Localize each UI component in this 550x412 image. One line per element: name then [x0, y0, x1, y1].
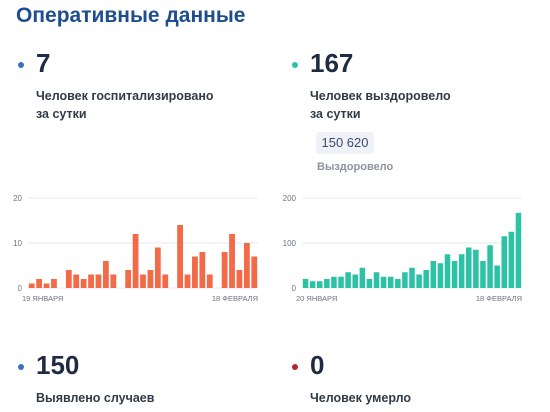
cases-label: Выявлено случаев — [36, 391, 155, 405]
bar — [221, 252, 228, 288]
bar — [345, 272, 351, 288]
bar — [324, 279, 330, 288]
bar — [444, 254, 451, 288]
deaths-label: Человек умерло — [310, 391, 412, 405]
hospitalized-label: Человек госпитализировано — [36, 89, 214, 103]
bar — [251, 256, 258, 288]
bar — [125, 270, 132, 288]
bar — [515, 212, 522, 288]
recovered-chart: 0 100 200 20 ЯНВАРЯ 18 ФЕВРАЛЯ — [283, 194, 522, 303]
bar — [80, 279, 87, 288]
x-end-label: 18 ФЕВРАЛЯ — [212, 294, 258, 303]
bar — [192, 256, 198, 288]
hospitalized-period: за сутки — [36, 107, 87, 121]
bar — [36, 279, 43, 288]
bar — [147, 270, 154, 288]
bar — [416, 274, 422, 288]
bar — [243, 243, 250, 288]
y-tick-label: 10 — [13, 239, 22, 248]
bar — [458, 254, 465, 288]
bar — [402, 272, 408, 288]
bar — [494, 265, 500, 288]
bar — [480, 261, 486, 288]
bar — [508, 231, 515, 288]
cases-dot — [18, 364, 24, 370]
bar — [88, 274, 94, 288]
cases-value: 150 — [36, 350, 80, 380]
x-end-label: 18 ФЕВРАЛЯ — [476, 294, 522, 303]
page-title: Оперативные данные — [16, 4, 246, 27]
deaths-dot — [292, 364, 298, 370]
hospitalized-value: 7 — [36, 48, 51, 78]
y-tick-label: 0 — [292, 284, 297, 293]
hospitalized-chart: 0 10 20 19 ЯНВАРЯ 18 ФЕВРАЛЯ — [13, 194, 258, 303]
bar — [309, 281, 316, 288]
bar — [199, 252, 206, 288]
recovered-total-badge: 150 620 — [316, 132, 374, 154]
bar — [409, 267, 415, 288]
bar — [430, 261, 437, 288]
recovered-label: Человек выздоровело — [310, 89, 451, 103]
recovered-total-label: Выздоровело — [317, 161, 394, 173]
y-tick-label: 20 — [13, 194, 22, 203]
bar — [140, 274, 146, 288]
bar — [154, 247, 161, 288]
y-tick-label: 200 — [283, 194, 297, 203]
bar — [352, 274, 358, 288]
bar — [473, 249, 479, 288]
bar — [132, 234, 139, 288]
bar — [395, 279, 401, 288]
deaths-value: 0 — [310, 350, 325, 380]
bar — [331, 276, 337, 288]
bar — [236, 270, 243, 288]
bar — [359, 267, 366, 288]
bar — [43, 283, 50, 288]
bar — [103, 261, 109, 288]
recovered-value: 167 — [310, 48, 354, 78]
bar — [487, 245, 493, 288]
bar — [229, 234, 235, 288]
bar — [451, 261, 458, 288]
bar — [302, 279, 309, 288]
bar — [316, 281, 323, 288]
y-tick-label: 0 — [18, 284, 23, 293]
bar — [162, 274, 169, 288]
bar — [110, 274, 117, 288]
hospitalized-dot — [18, 62, 24, 68]
recovered-period: за сутки — [310, 107, 361, 121]
bar — [95, 274, 102, 288]
bar — [73, 274, 80, 288]
bar — [437, 263, 444, 288]
bar — [338, 276, 344, 288]
bar — [177, 225, 183, 288]
x-start-label: 19 ЯНВАРЯ — [22, 294, 63, 303]
bar — [380, 276, 387, 288]
bar — [28, 283, 35, 288]
bar — [184, 274, 191, 288]
bar — [206, 274, 213, 288]
bar — [65, 270, 72, 288]
bar — [466, 247, 472, 288]
bar — [423, 270, 429, 288]
bar — [366, 279, 373, 288]
x-start-label: 20 ЯНВАРЯ — [296, 294, 337, 303]
recovered-dot — [292, 62, 298, 68]
bar — [387, 276, 394, 288]
bar — [501, 236, 508, 288]
bar — [373, 272, 380, 288]
y-tick-label: 100 — [283, 239, 297, 248]
bar — [51, 279, 57, 288]
